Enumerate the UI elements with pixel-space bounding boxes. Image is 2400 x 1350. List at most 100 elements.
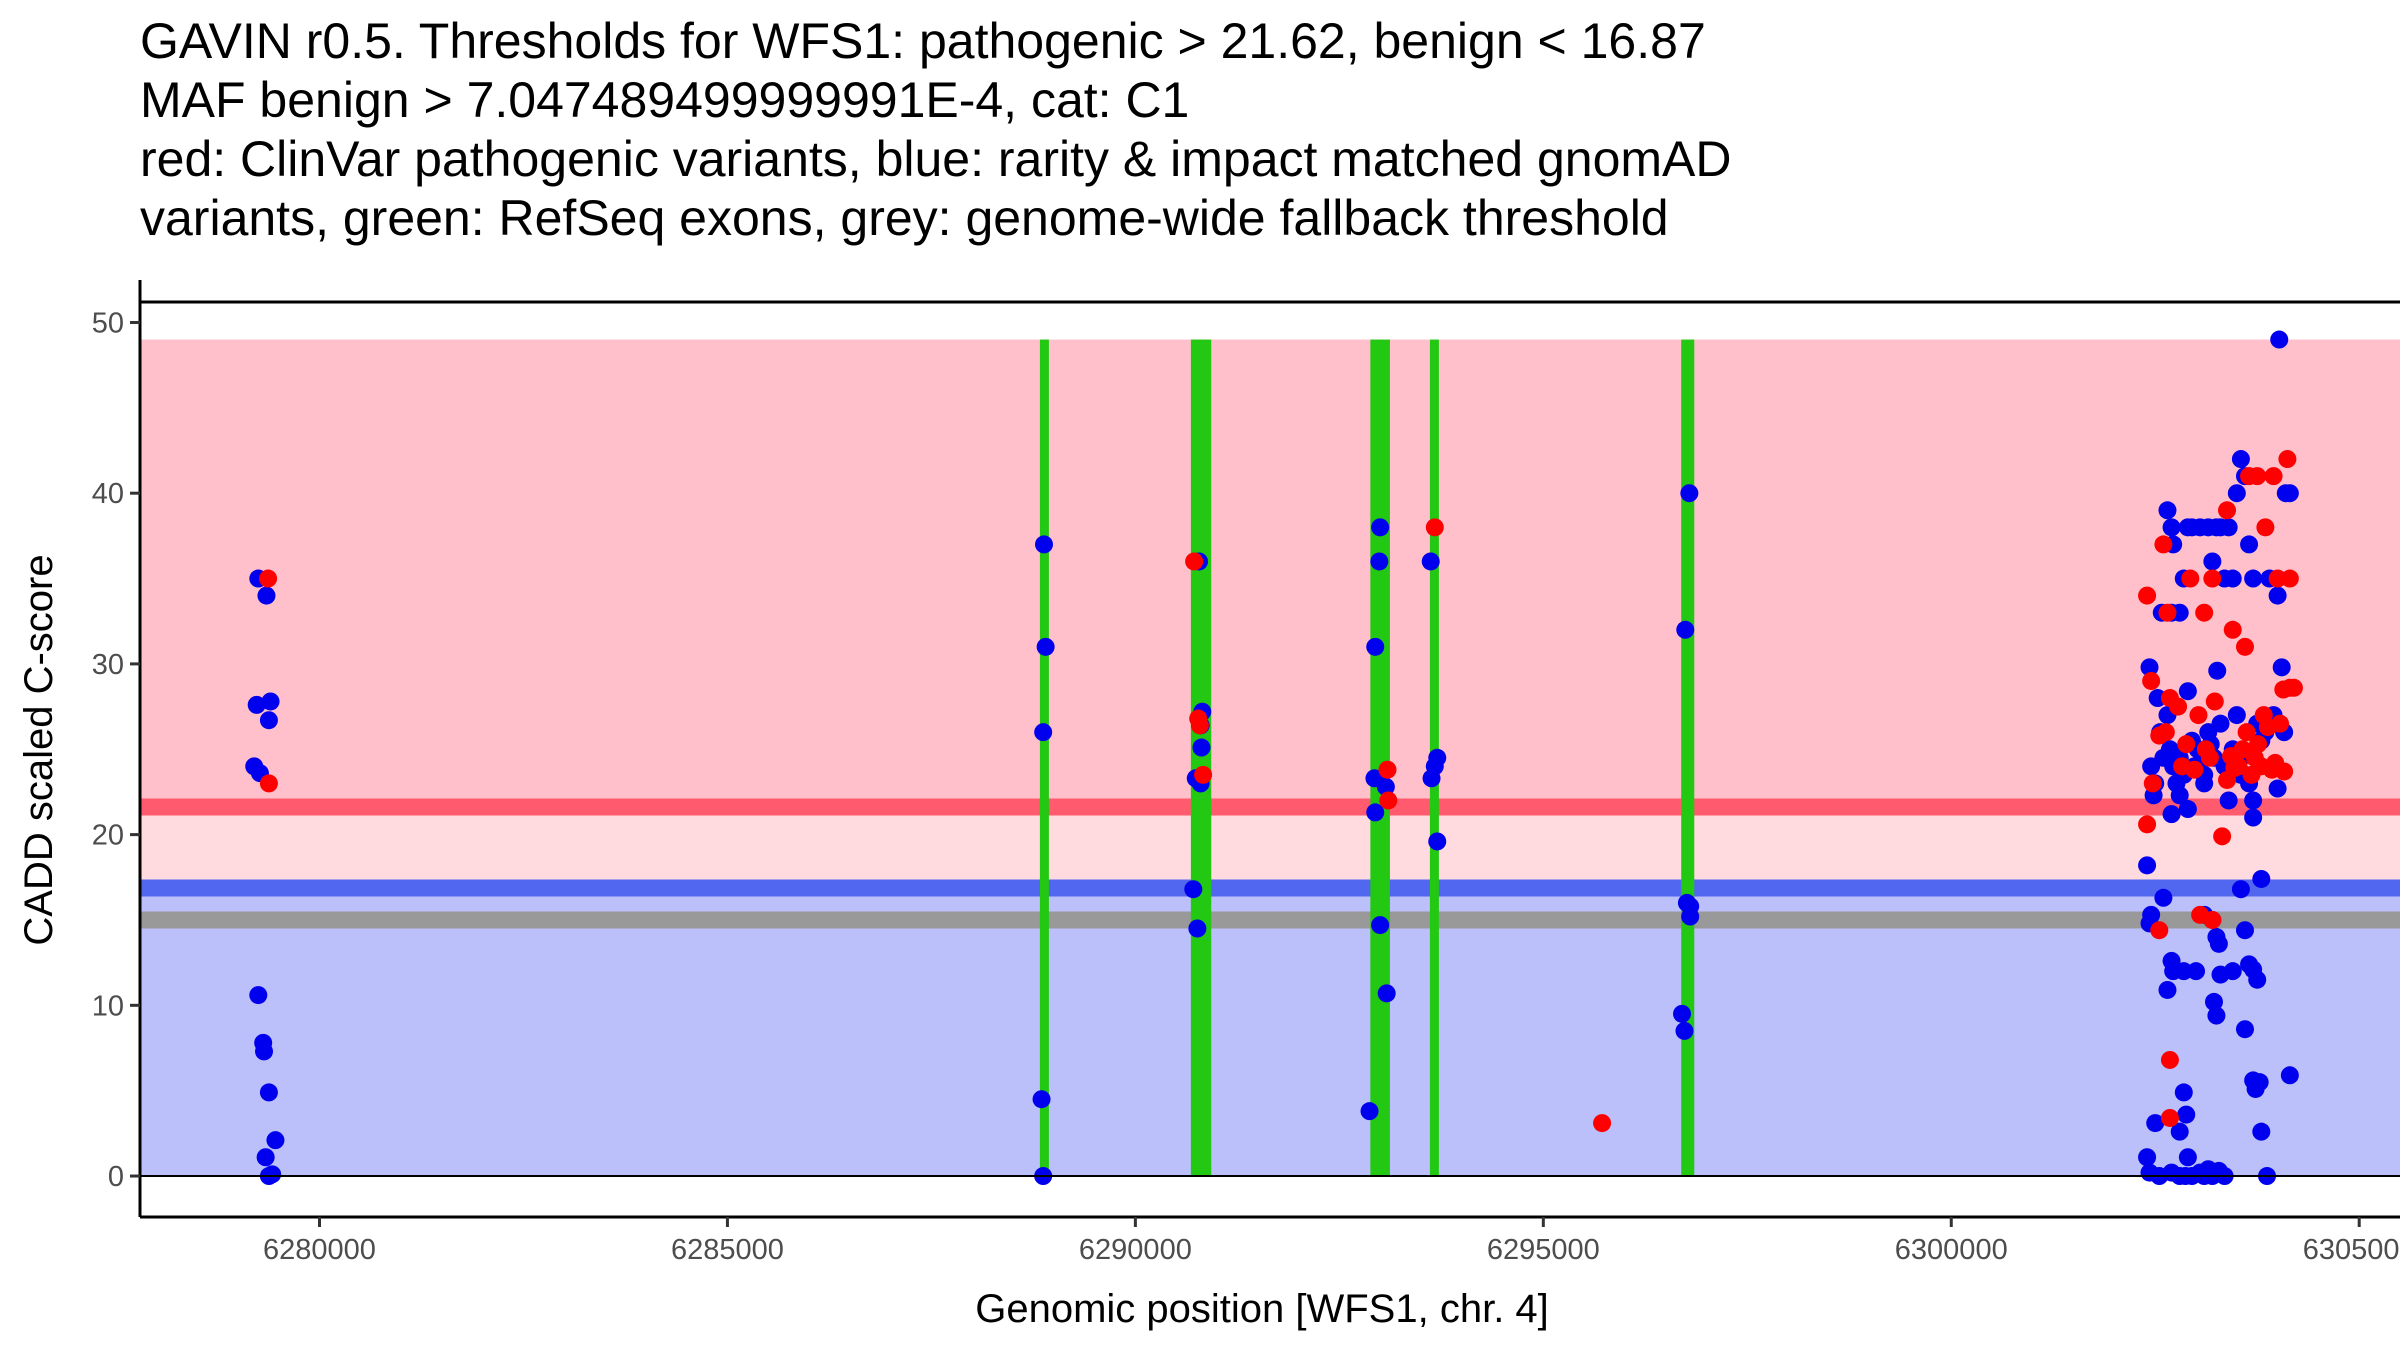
clinvar-point (2249, 735, 2268, 754)
gnomad-point (2250, 1073, 2269, 1092)
gnomad-point (1036, 637, 1055, 656)
gnomad-point (2244, 808, 2263, 827)
x-axis-title: Genomic position [WFS1, chr. 4] (975, 1287, 1549, 1331)
gnomad-point (259, 711, 278, 730)
gnomad-point (2231, 880, 2250, 899)
pathogenic-zone (140, 339, 2400, 807)
gnomad-point (255, 1042, 274, 1061)
gnomad-point (1192, 738, 1211, 757)
clinvar-point (2177, 735, 2196, 754)
title-line-3: red: ClinVar pathogenic variants, blue: … (140, 131, 1732, 187)
gnomad-point (2223, 569, 2242, 588)
gnomad-point (1428, 832, 1447, 851)
clinvar-point (2280, 569, 2299, 588)
clinvar-point (2205, 692, 2224, 711)
clinvar-point (259, 569, 278, 588)
gnomad-point (2178, 682, 2197, 701)
y-tick-label: 10 (92, 990, 124, 1022)
clinvar-point (2264, 467, 2283, 486)
gnomad-point (2235, 921, 2254, 940)
clinvar-point (2237, 723, 2256, 742)
gnomad-point (2244, 569, 2263, 588)
clinvar-point (2213, 827, 2232, 846)
y-tick-label: 20 (92, 820, 124, 852)
gnomad-point (2158, 501, 2177, 520)
gnomad-point (257, 586, 276, 605)
gnomad-point (2207, 1006, 2226, 1025)
clinvar-point (1425, 518, 1444, 537)
exon-bar-1 (1039, 339, 1049, 1177)
gnomad-point (2211, 714, 2230, 733)
clinvar-point (2235, 637, 2254, 656)
y-tick-label: 50 (92, 307, 124, 339)
clinvar-point (2160, 1108, 2179, 1127)
clinvar-point (2203, 910, 2222, 929)
gnomad-point (1370, 552, 1389, 571)
gnomad-point (2227, 484, 2246, 503)
clinvar-point (2143, 774, 2162, 793)
gnomad-point (1184, 880, 1203, 899)
clinvar-point (2169, 697, 2188, 716)
x-tick-label: 6280000 (263, 1234, 376, 1266)
clinvar-point (1190, 716, 1209, 735)
clinvar-point (1593, 1114, 1612, 1133)
clinvar-point (2185, 760, 2204, 779)
x-tick-label: 6295000 (1487, 1234, 1600, 1266)
gnomad-point (1673, 1004, 1692, 1023)
gnomad-point (256, 1148, 275, 1167)
gnomad-point (1366, 803, 1385, 822)
gnomad-point (261, 692, 280, 711)
threshold-lines (140, 798, 2400, 929)
gnomad-point (2195, 774, 2214, 793)
gnomad-point (2209, 934, 2228, 953)
gnomad-point (2227, 706, 2246, 725)
clinvar-point (259, 774, 278, 793)
gnomad-point (2138, 1148, 2157, 1167)
clinvar-point (2142, 671, 2161, 690)
clinvar-point (2156, 723, 2175, 742)
gnomad-point (2177, 1105, 2196, 1124)
gnomad-point (2162, 805, 2181, 824)
gnomad-point (2280, 484, 2299, 503)
clinvar-point (2256, 518, 2275, 537)
gnomad-point (2244, 791, 2263, 810)
clinvar-point (2280, 678, 2299, 697)
gnomad-point (1681, 907, 1700, 926)
clinvar-point (2218, 501, 2237, 520)
clinvar-point (2229, 757, 2248, 776)
gnomad-point (2208, 661, 2227, 680)
gnomad-point (2219, 518, 2238, 537)
clinvar-point (2189, 706, 2208, 725)
gnomad-point (247, 695, 266, 714)
gnomad-point (2158, 980, 2177, 999)
gnomad-point (2162, 518, 2181, 537)
clinvar-point (1379, 791, 1398, 810)
gnomad-point (1680, 484, 1699, 503)
clinvar-point (2150, 921, 2169, 940)
clinvar-point (2248, 467, 2267, 486)
clinvar-point (2154, 535, 2173, 554)
gnomad-point (2178, 800, 2197, 819)
gnomad-point (2170, 1122, 2189, 1141)
gnomad-point (266, 1131, 285, 1150)
chart-title: GAVIN r0.5. Thresholds for WFS1: pathoge… (140, 12, 1731, 248)
exon-bar-5 (1681, 339, 1695, 1177)
y-tick-label: 30 (92, 649, 124, 681)
gnomad-point (1360, 1102, 1379, 1121)
clinvar-point (1185, 552, 1204, 571)
gnomad-point (2248, 970, 2267, 989)
title-line-4: variants, green: RefSeq exons, grey: gen… (140, 190, 1669, 246)
gnomad-point (2252, 1122, 2271, 1141)
gnomad-point (2235, 1020, 2254, 1039)
x-tick-label: 6290000 (1079, 1234, 1192, 1266)
y-tick-label: 0 (108, 1161, 124, 1193)
title-line-1: GAVIN r0.5. Thresholds for WFS1: pathoge… (140, 13, 1706, 69)
gnomad-point (1422, 769, 1441, 788)
clinvar-point (2138, 586, 2157, 605)
gnomad-point (2146, 1114, 2165, 1133)
gnomad-point (259, 1083, 278, 1102)
y-axis-title: CADD scaled C-score (17, 554, 61, 945)
gnomad-point (249, 986, 268, 1005)
gnomad-point (1366, 637, 1385, 656)
